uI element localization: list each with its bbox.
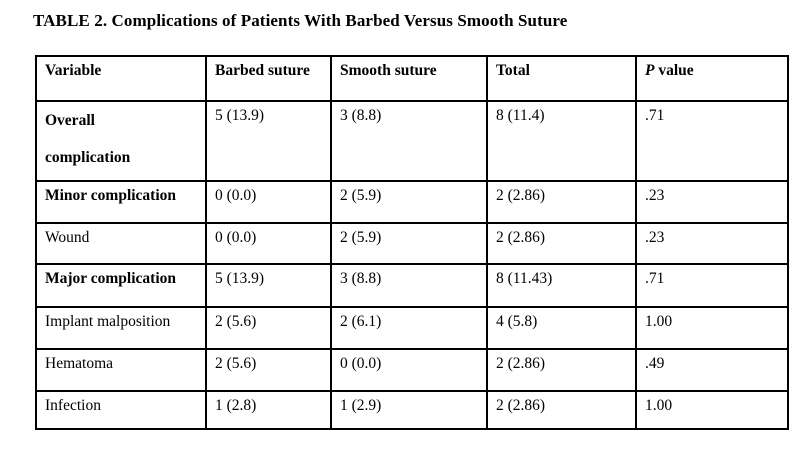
- header-cell-barbed-suture: Barbed suture: [205, 55, 332, 102]
- table-body: Overall complication 5 (13.9) 3 (8.8) 8 (11…: [35, 100, 789, 430]
- value-cell: 2 (5.9): [330, 180, 488, 224]
- value-cell: 2 (5.9): [330, 222, 488, 265]
- header-cell-total: Total: [486, 55, 637, 102]
- value-cell: 2 (5.6): [205, 306, 332, 350]
- value-cell: 2 (2.86): [486, 348, 637, 392]
- table-row: Implant malposition 2 (5.6) 2 (6.1) 4 (5.8)…: [35, 306, 789, 350]
- row-label: Major complication: [35, 263, 207, 308]
- value-cell: .71: [635, 263, 789, 308]
- row-label: Minor complication: [35, 180, 207, 224]
- header-cell-smooth-suture: Smooth suture: [330, 55, 488, 102]
- value-cell: 5 (13.9): [205, 100, 332, 182]
- table-title: TABLE 2. Complications of Patients With …: [33, 11, 568, 30]
- value-cell: 8 (11.4): [486, 100, 637, 182]
- table-header: Variable Barbed suture Smooth suture Tot…: [35, 55, 789, 102]
- value-cell: .23: [635, 180, 789, 224]
- table-row: Overall complication 5 (13.9) 3 (8.8) 8 (11…: [35, 100, 789, 182]
- value-cell: 1.00: [635, 306, 789, 350]
- header-label: Variable: [45, 62, 102, 79]
- row-label: Hematoma: [35, 348, 207, 392]
- value-cell: 1 (2.9): [330, 390, 488, 430]
- row-label: Overall complication: [35, 100, 207, 182]
- value-cell: .71: [635, 100, 789, 182]
- header-row: Variable Barbed suture Smooth suture Tot…: [35, 55, 789, 102]
- value-cell: 2 (5.6): [205, 348, 332, 392]
- header-label: Total: [496, 62, 530, 79]
- table-row: Wound 0 (0.0) 2 (5.9) 2 (2.86) .23: [35, 222, 789, 265]
- value-cell: .23: [635, 222, 789, 265]
- table-row: Major complication 5 (13.9) 3 (8.8) 8 (11.4…: [35, 263, 789, 308]
- row-label: Infection: [35, 390, 207, 430]
- value-cell: 0 (0.0): [205, 180, 332, 224]
- value-cell: 2 (2.86): [486, 390, 637, 430]
- value-cell: 5 (13.9): [205, 263, 332, 308]
- value-cell: 0 (0.0): [205, 222, 332, 265]
- complications-table: Variable Barbed suture Smooth suture Tot…: [35, 55, 789, 430]
- header-label: Barbed suture: [215, 62, 310, 79]
- header-label: Smooth suture: [340, 62, 437, 79]
- value-cell: 1.00: [635, 390, 789, 430]
- value-cell: 1 (2.8): [205, 390, 332, 430]
- header-cell-variable: Variable: [35, 55, 207, 102]
- value-cell: 0 (0.0): [330, 348, 488, 392]
- value-cell: 4 (5.8): [486, 306, 637, 350]
- row-label: Implant malposition: [35, 306, 207, 350]
- value-cell: .49: [635, 348, 789, 392]
- table-row: Hematoma 2 (5.6) 0 (0.0) 2 (2.86) .49: [35, 348, 789, 392]
- header-cell-p-value: P value: [635, 55, 789, 102]
- header-label-italic-p: P: [645, 62, 655, 79]
- table-row: Infection 1 (2.8) 1 (2.9) 2 (2.86) 1.00: [35, 390, 789, 430]
- value-cell: 8 (11.43): [486, 263, 637, 308]
- table-row: Minor complication 0 (0.0) 2 (5.9) 2 (2.86)…: [35, 180, 789, 224]
- value-cell: 3 (8.8): [330, 263, 488, 308]
- value-cell: 2 (2.86): [486, 180, 637, 224]
- value-cell: 2 (6.1): [330, 306, 488, 350]
- value-cell: 2 (2.86): [486, 222, 637, 265]
- header-label: value: [654, 62, 694, 79]
- value-cell: 3 (8.8): [330, 100, 488, 182]
- row-label: Wound: [35, 222, 207, 265]
